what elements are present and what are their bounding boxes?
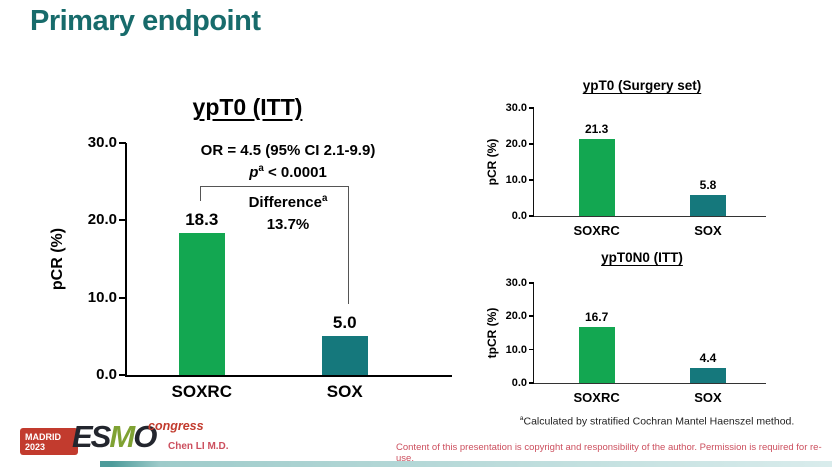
bar-value-soxrc: 16.7 [584,310,609,325]
y-tick-mark [119,142,126,144]
category-label-sox: SOX [694,223,722,238]
y-tick-20.0: 20.0 [487,138,534,150]
bar-value-sox: 5.0 [332,313,357,333]
p-symbol: p [249,164,259,181]
y-tick-mark [119,219,126,222]
y-tick-30.0: 30.0 [487,102,534,114]
esmo-wordmark: ESMO [72,419,157,454]
logo-year: 2023 [25,442,46,453]
difference-label: Differencea [248,193,328,211]
y-tick-mark [119,374,126,376]
comparison-bracket-right-drop [348,186,349,304]
category-label-sox: SOX [694,390,722,405]
y-tick-mark [529,315,534,317]
author-name: Chen LI M.D. [168,441,229,452]
odds-ratio-annotation: OR = 4.5 (95% CI 2.1-9.9) [200,142,376,159]
page-title: Primary endpoint [30,5,261,37]
y-tick-0.0: 0.0 [487,210,534,222]
bar-value-soxrc: 21.3 [584,122,609,137]
y-tick-10.0: 10.0 [67,289,126,306]
y-tick-30.0: 30.0 [67,135,126,151]
y-tick-mark [529,107,534,109]
plot-area-ypt0n0-itt: 0.0 10.0 20.0 30.0 16.7 SOXRC 4.4 SOX [506,277,766,405]
plot-area-ypt0-surgery: 0.0 10.0 20.0 30.0 21.3 SOXRC 5.8 SOX [506,102,766,238]
bar-value-sox: 5.8 [699,178,717,193]
bar-sox: 5.8 [690,178,726,216]
bar-sox: 4.4 [690,351,726,383]
chart-title-ypt0-itt: ypT0 (ITT) [192,94,303,120]
y-tick-mark [119,296,126,299]
madrid-2023-badge: MADRID 2023 [20,428,78,455]
category-label-soxrc: SOXRC [171,382,232,401]
logo-city: MADRID [25,432,61,442]
comparison-bracket-line [200,186,348,187]
esmo-congress-logo: MADRID 2023 ESMO congress [20,419,210,461]
bar-value-sox: 4.4 [699,351,717,366]
comparison-bracket-left-drop [200,186,201,201]
y-tick-10.0: 10.0 [487,174,534,186]
y-tick-20.0: 20.0 [487,310,534,322]
chart-title-ypt0-surgery: ypT0 (Surgery set) [582,78,702,93]
bar-sox: 5.0 [321,313,368,375]
y-tick-mark [529,382,534,384]
bar-soxrc: 18.3 [178,210,225,375]
y-tick-mark [529,143,534,145]
y-tick-20.0: 20.0 [67,212,126,228]
difference-value: 13.7% [266,215,310,233]
y-tick-0.0: 0.0 [67,367,126,383]
chart-title-ypt0n0-itt: ypT0N0 (ITT) [601,250,683,265]
category-label-soxrc: SOXRC [573,390,620,405]
y-tick-10.0: 10.0 [487,344,534,356]
y-tick-0.0: 0.0 [487,377,534,389]
category-label-soxrc: SOXRC [573,223,620,238]
y-tick-mark [529,215,534,217]
y-tick-mark [529,348,534,351]
copyright-notice: Content of this presentation is copyrigh… [396,442,822,464]
category-label-sox: SOX [326,382,363,401]
difference-annotation: Differencea 13.7% [233,192,343,236]
p-value-annotation: pa < 0.0001 [160,163,416,181]
congress-wordmark: congress [148,419,204,433]
plot-area-ypt0-itt: 0.0 10.0 20.0 30.0 18.3 SOXRC 5.0 SOX [88,135,452,401]
y-tick-mark [529,282,534,284]
y-axis-label: pCR (%) [49,227,66,291]
bar-soxrc: 21.3 [578,122,615,216]
y-tick-30.0: 30.0 [487,277,534,289]
bottom-accent-bar [100,461,832,467]
p-value-text: < 0.0001 [263,164,327,181]
p-superscript: a [258,163,264,174]
bar-soxrc: 16.7 [578,310,615,383]
bar-value-soxrc: 18.3 [185,210,219,230]
method-footnote: aCalculated by stratified Cochran Mantel… [519,415,795,428]
y-tick-mark [529,179,534,181]
